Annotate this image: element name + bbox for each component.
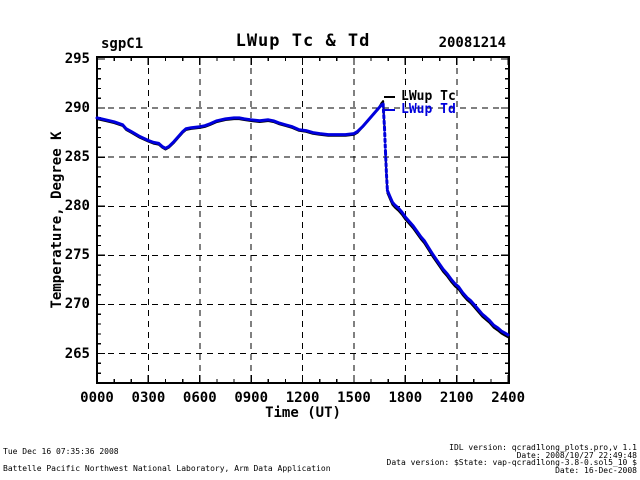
y-tick-label-290: 290 [64, 100, 90, 117]
date-label: 20081214 [438, 35, 506, 51]
series-line-lwup-td [384, 150, 388, 177]
plot-border [96, 56, 510, 384]
grid-lines [97, 57, 509, 383]
y-tick-label-285: 285 [64, 149, 90, 166]
series-line-lwup-td [385, 173, 389, 192]
series-line-lwup-td [381, 102, 386, 130]
plot-frame [96, 56, 510, 384]
x-tick-label-2100: 2100 [439, 390, 474, 406]
x-tick-label-0900: 0900 [234, 390, 269, 406]
laboratory-credit: Battelle Pacific Northwest National Labo… [3, 464, 331, 473]
data-series [95, 100, 510, 339]
data-date-line: Date: 16-Dec-2008 [555, 465, 637, 475]
version-info-block: IDL version: qcrad1long_plots.pro,v 1.1 … [387, 444, 637, 474]
x-axis-title: Time (UT) [265, 405, 341, 421]
idl-version-line: IDL version: qcrad1long_plots.pro,v 1.1 [449, 443, 637, 452]
plot-generated-timestamp: Tue Dec 16 07:35:36 2008 [3, 447, 119, 456]
y-tick-label-295: 295 [64, 50, 90, 67]
series-line-lwup-td [95, 102, 385, 150]
legend-label: LWup Tc [401, 89, 456, 104]
legend-dash-icon [384, 108, 395, 111]
legend-entry-lwup-tc: LWup Tc [384, 89, 456, 104]
y-tick-label-265: 265 [64, 345, 90, 362]
legend-entry-lwup-td: LWup Td [384, 102, 456, 117]
x-tick-label-1500: 1500 [337, 390, 371, 406]
y-tick-label-280: 280 [64, 198, 90, 215]
series-line-lwup-td [385, 189, 510, 337]
x-tick-label-2400: 2400 [491, 390, 525, 406]
y-tick-label-270: 270 [64, 296, 90, 313]
site-label: sgpC1 [101, 36, 144, 52]
idl-date-line: Date: 2008/10/27 22:49:48 [516, 450, 637, 460]
data-version-line: Data version: $State: vap-qcrad1long-3.8… [386, 458, 637, 468]
legend-dash-icon [384, 95, 395, 98]
x-tick-label-0300: 0300 [131, 390, 166, 406]
series-line-lwup-td [383, 126, 387, 154]
x-tick-label-0600: 0600 [182, 390, 217, 406]
legend-label: LWup Td [401, 102, 456, 117]
x-tick-label-1200: 1200 [285, 390, 320, 406]
plot-title: LWup Tc & Td [235, 31, 371, 51]
x-tick-label-0000: 0000 [80, 390, 114, 406]
x-tick-label-1800: 1800 [388, 390, 423, 406]
y-tick-label-275: 275 [64, 247, 90, 264]
